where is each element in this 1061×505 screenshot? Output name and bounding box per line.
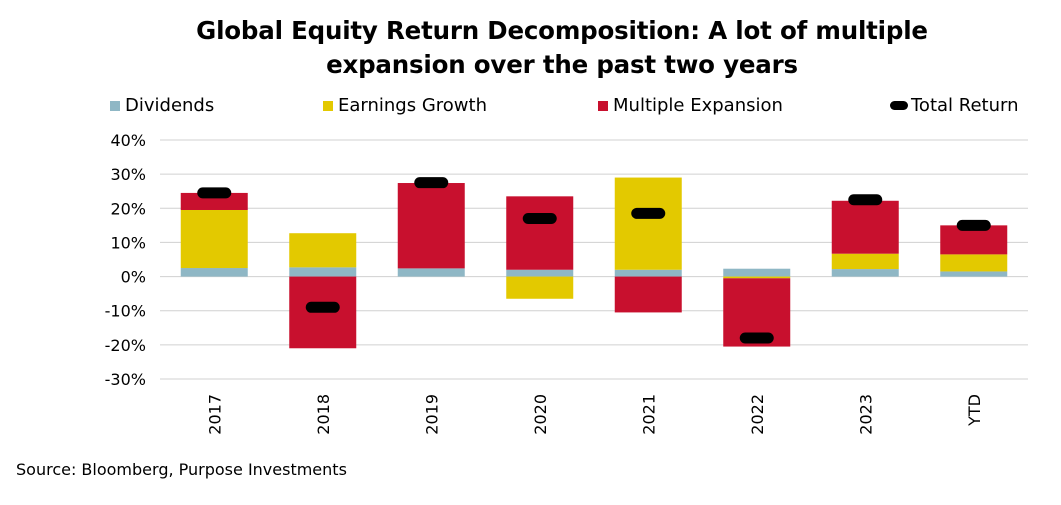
legend-item-earnings-growth: Earnings Growth: [323, 95, 487, 116]
bar-dividends-2019: [397, 268, 465, 277]
legend-label-multiple-expansion: Multiple Expansion: [613, 95, 783, 116]
x-tick-label: 2018: [314, 394, 333, 435]
bar-earnings-growth-2017: [180, 209, 248, 269]
y-axis-ticks: -30% -20% -10% 0% 10% 20% 30% 40%: [105, 131, 146, 389]
y-tick-label: 0%: [121, 268, 146, 287]
legend-item-total-return: Total Return: [890, 95, 1019, 116]
x-tick-label: 2023: [856, 394, 875, 435]
total-return-marker-2019: [414, 177, 449, 189]
y-tick-label: 40%: [110, 131, 146, 150]
source-note: Source: Bloomberg, Purpose Investments: [16, 460, 347, 479]
legend-label-total-return: Total Return: [911, 95, 1019, 116]
total-return-marker-2018: [305, 301, 340, 313]
total-return-marker-2020: [522, 213, 557, 225]
bar-dividends-2020: [506, 269, 574, 277]
bar-dividends-2017: [180, 268, 248, 277]
bar-multiple-expansion-2021: [614, 276, 682, 313]
total-return-marker-2017: [197, 187, 232, 199]
chart-legend: Dividends Earnings Growth Multiple Expan…: [0, 95, 1061, 119]
bar-earnings-growth-2023: [831, 253, 899, 270]
legend-item-dividends: Dividends: [110, 95, 214, 116]
chart-title: Global Equity Return Decomposition: A lo…: [0, 14, 1061, 82]
legend-swatch-dividends: [110, 100, 120, 111]
bar-dividends-2022: [723, 268, 791, 277]
x-tick-label: 2022: [748, 394, 767, 435]
legend-label-dividends: Dividends: [125, 95, 215, 116]
total-return-marker-2021: [631, 207, 666, 219]
bar-dividends-2018: [289, 267, 357, 277]
bar-multiple-expansion-2017: [180, 192, 248, 210]
legend-item-multiple-expansion: Multiple Expansion: [598, 95, 783, 116]
bar-dividends-2023: [831, 269, 899, 277]
chart-title-line-2: expansion over the past two years: [326, 50, 798, 79]
bar-multiple-expansion-2023: [831, 200, 899, 254]
x-axis-ticks: 2017 2018 2019 2020 2021 2022 2023 YTD: [205, 394, 984, 435]
total-return-markers: [197, 177, 991, 344]
y-tick-label: -20%: [105, 336, 146, 355]
legend-swatch-multiple-expansion: [598, 100, 608, 111]
legend-swatch-earnings-growth: [323, 100, 333, 111]
x-tick-label: YTD: [965, 394, 984, 427]
bar-multiple-expansion-2019: [397, 183, 465, 269]
bar-earnings-growth-2021: [614, 177, 682, 270]
legend-swatch-total-return: [890, 101, 908, 110]
bars: [180, 177, 1008, 349]
bar-earnings-growth-2018: [289, 233, 357, 268]
y-tick-label: 30%: [110, 165, 146, 184]
total-return-marker-YTD: [956, 219, 991, 231]
y-tick-label: 10%: [110, 233, 146, 252]
bar-earnings-growth-2022: [723, 276, 791, 279]
chart-title-line-1: Global Equity Return Decomposition: A lo…: [196, 16, 928, 45]
bar-dividends-YTD: [940, 271, 1008, 277]
x-tick-label: 2019: [422, 394, 441, 435]
y-tick-label: 20%: [110, 199, 146, 218]
chart-plot: -30%-20%-10%0%10%20%30%40% 2017 2018 2019 2…: [105, 131, 1028, 435]
bar-earnings-growth-YTD: [940, 254, 1008, 272]
total-return-marker-2023: [848, 194, 883, 206]
total-return-marker-2022: [739, 332, 774, 344]
y-tick-label: -30%: [105, 370, 146, 389]
bar-multiple-expansion-2020: [506, 196, 574, 270]
bar-dividends-2021: [614, 269, 682, 277]
y-tick-label: -10%: [105, 302, 146, 321]
x-tick-label: 2020: [531, 394, 550, 435]
legend-label-earnings-growth: Earnings Growth: [338, 95, 487, 116]
x-tick-label: 2021: [639, 394, 658, 435]
x-tick-label: 2017: [205, 394, 224, 435]
bar-earnings-growth-2020: [506, 276, 574, 299]
